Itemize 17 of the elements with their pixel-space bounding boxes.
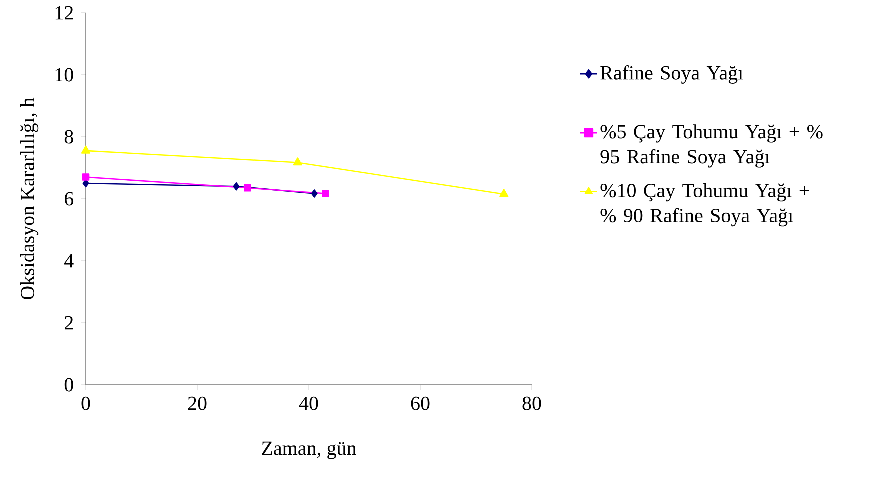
y-tick-label: 12	[56, 6, 74, 20]
x-axis-title: Zaman, gün	[262, 442, 356, 460]
legend-label: Rafine Soya Yağı	[600, 66, 744, 84]
y-tick-label: 4	[64, 254, 74, 268]
y-axis-title: Oksidasyon Kararlılığı, h	[20, 98, 39, 300]
y-tick-label: 2	[65, 316, 74, 330]
x-tick-label: 40	[299, 396, 318, 410]
x-tick-label: 60	[411, 396, 430, 410]
x-tick-label: 0	[82, 396, 90, 410]
y-tick-label: 10	[56, 68, 74, 82]
x-tick-label: 20	[188, 396, 207, 410]
legend-label: %10 Çay Tohumu Yağı + % 90 Rafine Soya Yağı	[600, 183, 810, 227]
x-tick-label: 80	[522, 396, 542, 410]
y-tick-label: 8	[64, 130, 74, 144]
y-tick-label: 0	[64, 378, 74, 392]
y-tick-label: 6	[64, 192, 74, 206]
legend-label: %5 Çay Tohumu Yağı + % 95 Rafine Soya Yağı	[600, 124, 823, 168]
